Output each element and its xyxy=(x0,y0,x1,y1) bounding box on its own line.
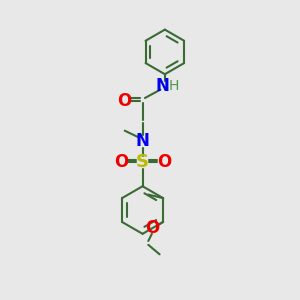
Text: S: S xyxy=(136,154,149,172)
Text: N: N xyxy=(155,77,170,95)
Text: N: N xyxy=(136,132,149,150)
Text: O: O xyxy=(118,92,132,110)
Text: O: O xyxy=(114,154,128,172)
Text: H: H xyxy=(169,79,179,93)
Text: O: O xyxy=(145,220,159,238)
Text: O: O xyxy=(157,154,171,172)
